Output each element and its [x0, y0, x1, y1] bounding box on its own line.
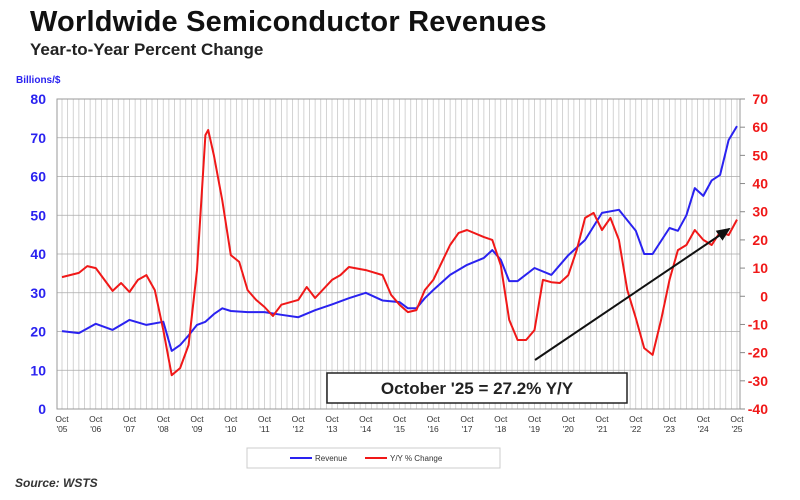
y-right-tick-label: -20: [748, 345, 768, 361]
y-right-tick-label: 20: [752, 232, 768, 248]
x-tick-label-year: '20: [563, 424, 574, 434]
x-tick-label-year: '05: [56, 424, 67, 434]
annotation-text: October '25 = 27.2% Y/Y: [381, 379, 574, 398]
x-tick-label-month: Oct: [55, 414, 69, 424]
y-right-tick-label: 40: [752, 176, 768, 192]
x-tick-label-month: Oct: [89, 414, 103, 424]
x-tick-label-year: '12: [293, 424, 304, 434]
grid: [57, 98, 740, 410]
y-left-tick-label: 20: [30, 324, 46, 340]
x-tick-label-year: '06: [90, 424, 101, 434]
x-tick-label-year: '09: [191, 424, 202, 434]
y-right-tick-label: -40: [748, 401, 768, 417]
x-tick-label-month: Oct: [359, 414, 373, 424]
x-tick-label-year: '24: [698, 424, 709, 434]
y-left-tick-label: 30: [30, 285, 46, 301]
legend-label-yoy: Y/Y % Change: [390, 454, 443, 463]
x-tick-label-year: '08: [158, 424, 169, 434]
series-lines: [61, 125, 738, 377]
x-tick-label-month: Oct: [494, 414, 508, 424]
y-right-tick-label: 50: [752, 147, 768, 163]
x-tick-label-year: '13: [326, 424, 337, 434]
legend: Revenue Y/Y % Change: [246, 447, 501, 469]
y-left-tick-label: 0: [38, 401, 46, 417]
y-left-axis-label: Billions/$: [16, 75, 61, 86]
x-tick-label-year: '18: [495, 424, 506, 434]
y-left-tick-label: 40: [30, 246, 46, 262]
x-tick-label-year: '15: [394, 424, 405, 434]
x-tick-label-month: Oct: [393, 414, 407, 424]
x-tick-label-year: '07: [124, 424, 135, 434]
y-right-tick-label: -10: [748, 316, 768, 332]
x-tick-label-year: '11: [259, 424, 270, 434]
chart-subtitle: Year-to-Year Percent Change: [30, 40, 264, 59]
y-left-tick-label: 50: [30, 207, 46, 223]
y-right-tick-label: -30: [748, 373, 768, 389]
x-tick-label-month: Oct: [730, 414, 744, 424]
x-tick-label-year: '23: [664, 424, 675, 434]
x-tick-label-year: '25: [731, 424, 742, 434]
y-right-tick-label: 0: [760, 288, 768, 304]
x-tick-label-year: '10: [225, 424, 236, 434]
y-left-tick-label: 80: [30, 91, 46, 107]
x-tick-label-month: Oct: [157, 414, 171, 424]
x-tick-label-month: Oct: [629, 414, 643, 424]
x-tick-label-month: Oct: [258, 414, 272, 424]
y-right-tick-label: 10: [752, 260, 768, 276]
x-tick-label-year: '19: [529, 424, 540, 434]
revenue-line: [61, 125, 738, 352]
x-tick-label-month: Oct: [595, 414, 609, 424]
axes: 0 10 20 30 40 50 60 70 80 -40 -30 -20 -10 0 10 20 30 40 50…: [16, 75, 768, 434]
x-tick-label-month: Oct: [663, 414, 677, 424]
plot-frame: [56, 98, 741, 410]
legend-label-revenue: Revenue: [315, 454, 348, 463]
x-tick-label-month: Oct: [190, 414, 204, 424]
x-tick-label-month: Oct: [697, 414, 711, 424]
x-tick-label-month: Oct: [528, 414, 542, 424]
x-tick-label-month: Oct: [292, 414, 306, 424]
source-note: Source: WSTS: [15, 476, 98, 490]
x-tick-label-year: '14: [360, 424, 371, 434]
x-tick-label-month: Oct: [224, 414, 238, 424]
x-tick-label-month: Oct: [427, 414, 441, 424]
y-right-tick-label: 60: [752, 119, 768, 135]
trend-arrow: [534, 227, 731, 361]
yoy-change-line: [61, 129, 738, 377]
annotation-box: October '25 = 27.2% Y/Y: [326, 372, 628, 404]
y-left-tick-label: 70: [30, 130, 46, 146]
chart-title: Worldwide Semiconductor Revenues: [30, 6, 547, 38]
x-tick-label-month: Oct: [562, 414, 576, 424]
x-tick-label-month: Oct: [123, 414, 137, 424]
x-tick-label-year: '21: [596, 424, 607, 434]
y-left-tick-label: 10: [30, 362, 46, 378]
y-right-tick-label: 30: [752, 204, 768, 220]
y-right-tick-label: 70: [752, 91, 768, 107]
x-tick-label-month: Oct: [460, 414, 474, 424]
y-left-tick-label: 60: [30, 169, 46, 185]
x-tick-label-month: Oct: [325, 414, 339, 424]
x-tick-label-year: '22: [630, 424, 641, 434]
x-tick-label-year: '16: [428, 424, 439, 434]
x-tick-label-year: '17: [461, 424, 472, 434]
